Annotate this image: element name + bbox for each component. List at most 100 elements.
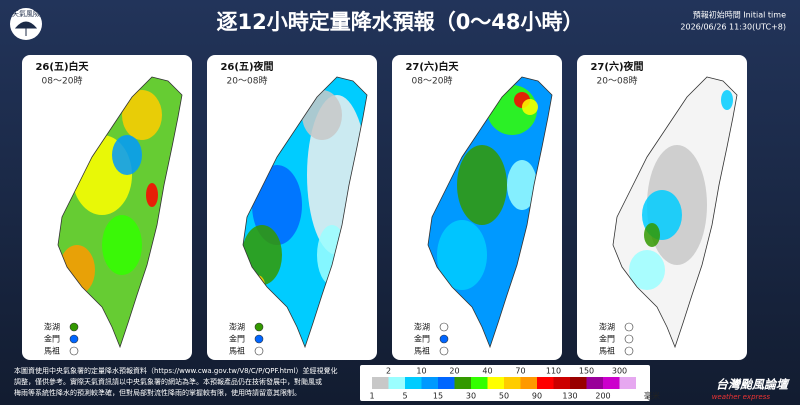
panel-day: 27(六)白天 <box>405 60 459 73</box>
legend-swatch <box>619 377 636 389</box>
rain-blob <box>146 183 158 207</box>
rain-blob <box>437 220 487 290</box>
island-label: 澎湖 <box>229 322 245 332</box>
panel-hours: 20～08時 <box>597 76 638 87</box>
rain-area <box>58 90 162 295</box>
init-time: 2026/06/26 11:30(UTC+8) <box>680 23 786 32</box>
island-swatch <box>624 346 634 356</box>
rain-blob <box>507 160 537 210</box>
rain-blob <box>721 90 733 110</box>
island-swatch <box>439 334 449 344</box>
rain-blob <box>644 223 660 247</box>
coast <box>57 76 183 349</box>
island-swatch <box>439 322 449 332</box>
legend-swatch <box>504 377 521 389</box>
brand: 台灣颱風論壇 <box>716 378 790 392</box>
note-line: 本圖資使用中央氣象署的定量降水預報資料（https://www.cwa.gov.… <box>14 366 338 375</box>
rain-blob <box>102 215 142 275</box>
legend-tick: 2 <box>386 367 391 376</box>
legend-swatch <box>405 377 422 389</box>
legend-tick: 130 <box>562 392 577 401</box>
coast <box>612 76 738 349</box>
legend-swatch <box>520 377 537 389</box>
island-swatch <box>69 334 79 344</box>
island-swatch <box>439 346 449 356</box>
init-label: 預報初始時間 Initial time <box>693 10 786 20</box>
legend-swatch <box>487 377 504 389</box>
panels: 26(五)白天08～20時澎湖金門馬祖26(五)夜間20～08時澎湖金門馬祖27… <box>22 55 747 360</box>
island-swatch <box>624 334 634 344</box>
rain-blob <box>122 90 162 140</box>
rain-blob <box>522 99 538 115</box>
legend-swatch <box>372 377 389 389</box>
rain-blob <box>252 165 302 245</box>
legend-tick: 30 <box>466 392 476 401</box>
legend-swatch <box>388 377 405 389</box>
taiwan-map <box>612 76 738 349</box>
coast <box>242 76 368 349</box>
island-label: 馬祖 <box>229 346 245 356</box>
legend-swatch <box>537 377 554 389</box>
island-label: 澎湖 <box>44 322 60 332</box>
legend-unit: 毫米 <box>644 391 660 401</box>
rain-blob <box>457 145 507 225</box>
legend: 1 2 5 10 15 20 30 40 50 70 90 110 130 150 200 300 毫米 <box>360 365 660 401</box>
island-label: 馬祖 <box>599 346 615 356</box>
legend-tick: 110 <box>546 367 561 376</box>
legend-tick: 200 <box>595 392 610 401</box>
coast <box>427 76 553 349</box>
panel-hours: 08～20時 <box>42 76 83 87</box>
legend-swatch <box>438 377 455 389</box>
panel-day: 26(五)夜間 <box>220 60 273 73</box>
legend-tick: 5 <box>402 392 407 401</box>
island-swatch <box>69 346 79 356</box>
island-swatch <box>254 346 264 356</box>
note-line: 梅雨等系統性降水的預測較準確，但對局部對流性降雨的掌握較有限，使用時請留意其限制… <box>14 388 301 397</box>
island-swatch <box>69 322 79 332</box>
island-swatch <box>254 322 264 332</box>
legend-swatch <box>553 377 570 389</box>
island-label: 金門 <box>599 334 615 344</box>
logo-text: 天氣風險 <box>12 9 40 18</box>
island-label: 金門 <box>414 334 430 344</box>
island-label: 馬祖 <box>414 346 430 356</box>
legend-tick: 20 <box>449 367 459 376</box>
legend-tick: 150 <box>579 367 594 376</box>
island-label: 澎湖 <box>414 322 430 332</box>
panel-hours: 08～20時 <box>412 76 453 87</box>
legend-tick: 90 <box>532 392 542 401</box>
legend-tick: 1 <box>369 392 374 401</box>
logo-icon <box>14 21 38 36</box>
note-line: 調整，僅供參考。實際天氣資訊請以中央氣象署的網站為準。本預報產品仍在技術發展中，… <box>14 377 322 386</box>
legend-tick: 15 <box>433 392 443 401</box>
legend-tick: 40 <box>482 367 492 376</box>
island-swatch <box>624 322 634 332</box>
legend-swatch <box>603 377 620 389</box>
island-label: 馬祖 <box>44 346 60 356</box>
island-label: 金門 <box>44 334 60 344</box>
legend-swatch <box>454 377 471 389</box>
legend-tick: 70 <box>515 367 525 376</box>
panel-day: 27(六)夜間 <box>590 60 643 73</box>
brand-sub: weather express <box>712 393 771 401</box>
rain-blob <box>112 135 142 175</box>
taiwan-map <box>427 76 553 349</box>
legend-tick: 50 <box>499 392 509 401</box>
legend-swatch <box>570 377 587 389</box>
panel-day: 26(五)白天 <box>35 60 89 73</box>
island-label: 金門 <box>229 334 245 344</box>
rain-area <box>437 85 538 290</box>
rain-area <box>629 90 733 290</box>
legend-swatch <box>421 377 438 389</box>
legend-tick: 300 <box>612 367 627 376</box>
rain-blob <box>629 250 665 290</box>
legend-swatch <box>471 377 488 389</box>
legend-tick: 10 <box>416 367 426 376</box>
taiwan-map <box>57 76 183 349</box>
island-label: 澎湖 <box>599 322 615 332</box>
